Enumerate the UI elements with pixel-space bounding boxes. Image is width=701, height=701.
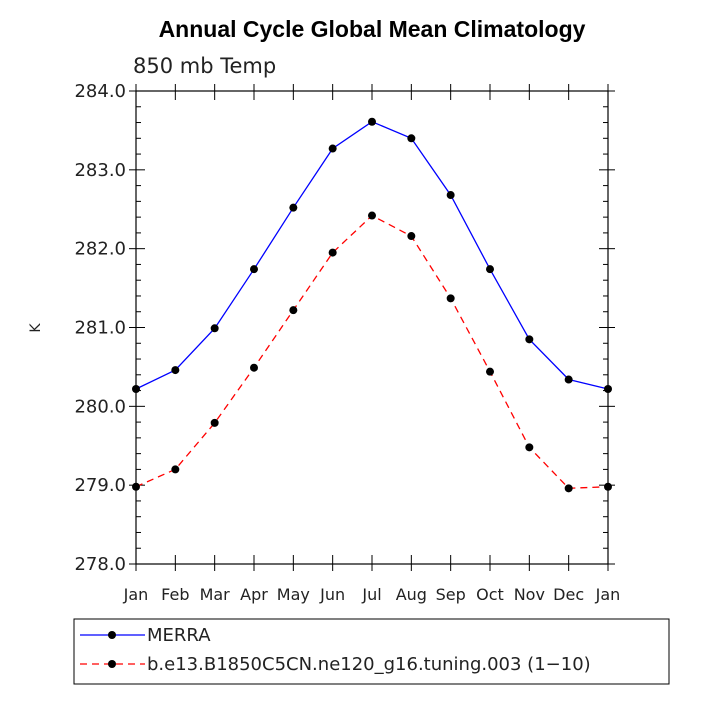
x-tick-label: Mar	[200, 585, 231, 604]
x-tick-label: Jun	[319, 585, 345, 604]
x-tick-label: Feb	[161, 585, 189, 604]
y-tick-label: 278.0	[74, 554, 126, 575]
series-2-point	[446, 294, 455, 303]
series-2-point	[368, 211, 376, 220]
chart-title: Annual Cycle Global Mean Climatology	[159, 16, 586, 42]
series-2-point	[407, 232, 416, 241]
y-tick-label: 281.0	[74, 318, 126, 339]
series-2-point	[525, 443, 534, 452]
legend-swatch-marker-2	[108, 660, 116, 668]
series-1-point	[210, 324, 219, 333]
x-tick-label: Jul	[361, 585, 381, 604]
series-2-point	[210, 418, 219, 427]
series-1-point	[289, 203, 298, 212]
series-1-point	[604, 384, 612, 393]
series-1-point	[564, 375, 573, 384]
x-tick-label: Oct	[476, 585, 504, 604]
x-tick-label: May	[277, 585, 310, 604]
legend-label-1: MERRA	[147, 625, 211, 646]
series-2-point	[486, 367, 494, 376]
legend-label-2: b.e13.B1850C5CN.ne120_g16.tuning.003 (1−…	[147, 654, 591, 675]
series-2-point	[564, 484, 573, 493]
x-tick-label: Jan	[123, 585, 149, 604]
y-tick-label: 284.0	[74, 81, 126, 102]
series-layer	[132, 117, 612, 493]
y-tick-label: 280.0	[74, 396, 126, 417]
series-line-2	[135, 214, 609, 489]
x-tick-label: Nov	[514, 585, 545, 604]
series-2-point	[328, 248, 337, 257]
legend-box	[73, 618, 670, 685]
series-1-point	[171, 366, 180, 375]
axis-ticks	[129, 84, 615, 571]
series-1-point	[446, 191, 455, 200]
plot-frame	[135, 90, 609, 565]
y-tick-label: 282.0	[74, 239, 126, 260]
series-1-point	[525, 335, 534, 344]
x-tick-label: Aug	[396, 585, 427, 604]
series-1-point	[486, 265, 494, 274]
series-1-point	[368, 117, 376, 126]
series-1-point	[132, 384, 140, 393]
series-2-point	[289, 306, 298, 315]
series-1-point	[328, 144, 337, 153]
series-1-point	[250, 265, 258, 274]
series-2-point	[250, 363, 258, 372]
x-tick-label: Dec	[553, 585, 584, 604]
y-tick-label: 279.0	[74, 475, 126, 496]
series-2-point	[171, 465, 180, 474]
x-tick-labels: Jan Feb Mar Apr May Jun Jul Aug Sep Oct Nov Dec Jan	[123, 585, 621, 604]
y-tick-labels: 278.0 279.0 280.0 281.0 282.0 283.0 284.0	[74, 81, 126, 575]
legend-swatch-marker-1	[108, 631, 116, 639]
x-tick-label: Sep	[436, 585, 466, 604]
x-tick-label: Apr	[240, 585, 268, 604]
chart-subtitle: 850 mb Temp	[133, 54, 276, 78]
y-tick-label: 283.0	[74, 160, 126, 181]
y-axis-label: K	[28, 323, 44, 333]
legend: MERRA b.e13.B1850C5CN.ne120_g16.tuning.00…	[80, 625, 591, 675]
series-2-point	[604, 482, 612, 491]
series-line-1	[135, 120, 609, 390]
series-1-point	[407, 134, 416, 143]
x-tick-label: Jan	[595, 585, 621, 604]
series-2-point	[132, 482, 140, 491]
